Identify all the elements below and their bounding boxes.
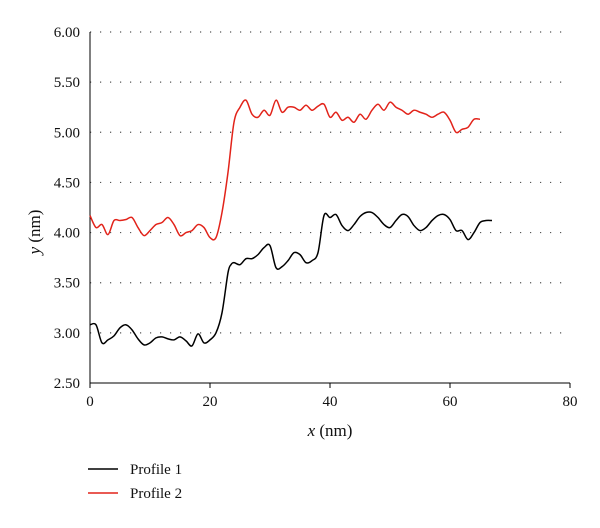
- legend-label-profile-2: Profile 2: [130, 486, 182, 502]
- y-tick-label-2: 3.50: [54, 276, 80, 292]
- gridlines: [90, 31, 570, 334]
- y-axis-unit: (nm): [25, 210, 44, 247]
- x-tick-label-3: 60: [443, 394, 458, 410]
- x-axis-variable: x: [307, 421, 316, 440]
- x-axis-ticks: 0 20 40 60 80: [86, 383, 578, 410]
- series-line-profile-1: [89, 211, 493, 347]
- y-tick-label-6: 5.50: [54, 75, 80, 91]
- y-tick-label-7: 6.00: [54, 25, 80, 41]
- y-axis-ticks: 2.50 3.00 3.50 4.00 4.50 5.00 5.50 6.00: [54, 25, 80, 392]
- axes: [89, 32, 570, 384]
- y-tick-label-4: 4.50: [54, 175, 80, 191]
- y-tick-label-0: 2.50: [54, 376, 80, 392]
- series-line-profile-2: [89, 99, 481, 241]
- y-tick-label-5: 5.00: [54, 125, 80, 141]
- x-tick-label-0: 0: [86, 394, 94, 410]
- x-axis-label: x (nm): [307, 421, 353, 440]
- y-axis-variable: y: [25, 246, 44, 256]
- legend-label-profile-1: Profile 1: [130, 462, 182, 478]
- x-tick-label-1: 20: [203, 394, 218, 410]
- legend-item-profile-1: Profile 1: [88, 462, 182, 478]
- y-axis-label: y (nm): [25, 210, 44, 257]
- legend: Profile 1 Profile 2: [88, 462, 182, 502]
- y-tick-label-1: 3.00: [54, 326, 80, 342]
- legend-item-profile-2: Profile 2: [88, 486, 182, 502]
- x-tick-label-4: 80: [563, 394, 578, 410]
- x-tick-label-2: 40: [323, 394, 338, 410]
- series-lines: [89, 99, 493, 347]
- y-tick-label-3: 4.00: [54, 226, 80, 242]
- x-axis-unit: (nm): [315, 421, 352, 440]
